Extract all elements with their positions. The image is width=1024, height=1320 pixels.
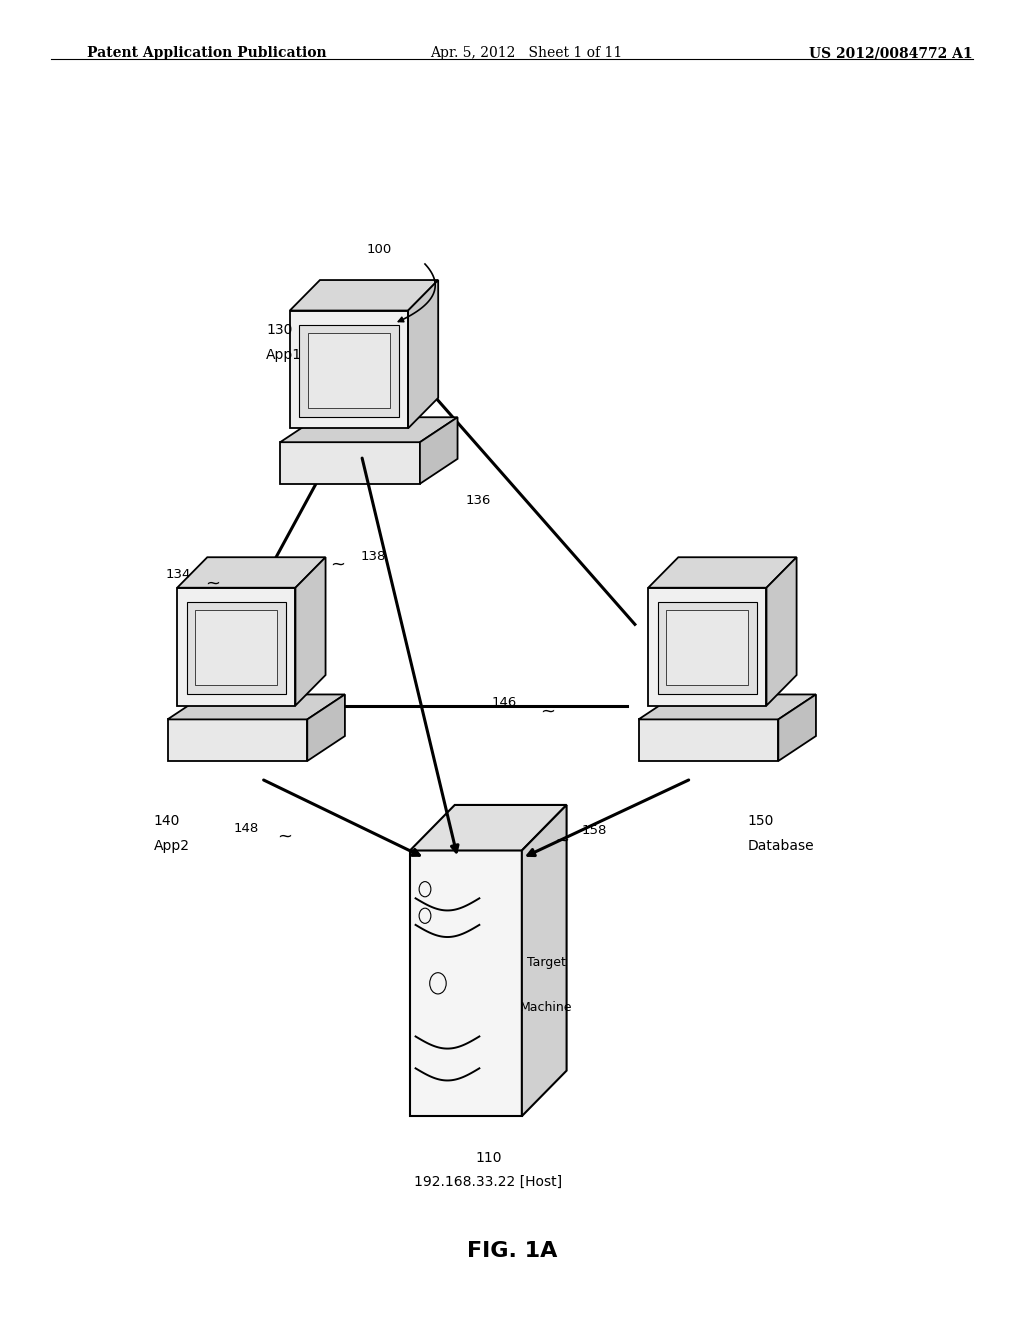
Polygon shape bbox=[639, 719, 778, 760]
Polygon shape bbox=[168, 719, 307, 760]
Text: ~: ~ bbox=[278, 828, 292, 846]
Polygon shape bbox=[307, 694, 345, 760]
Text: Apr. 5, 2012   Sheet 1 of 11: Apr. 5, 2012 Sheet 1 of 11 bbox=[430, 46, 623, 61]
Text: App2: App2 bbox=[154, 840, 189, 853]
Text: US 2012/0084772 A1: US 2012/0084772 A1 bbox=[809, 46, 973, 61]
Text: Database: Database bbox=[748, 840, 814, 853]
Polygon shape bbox=[281, 417, 458, 442]
Text: 158: 158 bbox=[582, 824, 607, 837]
Polygon shape bbox=[409, 280, 438, 428]
Text: 138: 138 bbox=[360, 549, 386, 562]
Polygon shape bbox=[177, 587, 296, 705]
Polygon shape bbox=[296, 557, 326, 705]
Polygon shape bbox=[767, 557, 797, 705]
Text: 150: 150 bbox=[748, 814, 774, 828]
Text: Patent Application Publication: Patent Application Publication bbox=[87, 46, 327, 61]
Polygon shape bbox=[648, 587, 767, 705]
Text: 192.168.33.22 [Host]: 192.168.33.22 [Host] bbox=[415, 1175, 562, 1188]
Text: 134: 134 bbox=[166, 568, 191, 581]
Polygon shape bbox=[308, 333, 390, 408]
Text: FIG. 1A: FIG. 1A bbox=[467, 1241, 557, 1261]
Polygon shape bbox=[177, 557, 326, 587]
Text: Machine: Machine bbox=[520, 1001, 572, 1014]
Polygon shape bbox=[168, 694, 345, 719]
Polygon shape bbox=[410, 805, 566, 850]
Text: ~: ~ bbox=[541, 702, 555, 721]
Text: 146: 146 bbox=[492, 696, 517, 709]
Text: 140: 140 bbox=[154, 814, 180, 828]
Text: 100: 100 bbox=[367, 243, 392, 256]
Polygon shape bbox=[290, 280, 438, 310]
Text: ~: ~ bbox=[554, 832, 568, 850]
Text: App1: App1 bbox=[266, 348, 302, 362]
Text: 110: 110 bbox=[475, 1151, 502, 1164]
Text: 148: 148 bbox=[233, 821, 259, 834]
Polygon shape bbox=[281, 442, 420, 483]
Polygon shape bbox=[196, 610, 278, 685]
Text: 136: 136 bbox=[466, 494, 492, 507]
Polygon shape bbox=[657, 602, 757, 694]
Text: Target: Target bbox=[527, 956, 566, 969]
Polygon shape bbox=[639, 694, 816, 719]
Polygon shape bbox=[648, 557, 797, 587]
Polygon shape bbox=[290, 310, 409, 428]
Polygon shape bbox=[186, 602, 286, 694]
Polygon shape bbox=[522, 805, 566, 1117]
Polygon shape bbox=[420, 417, 458, 483]
Text: ~: ~ bbox=[206, 574, 220, 593]
Polygon shape bbox=[778, 694, 816, 760]
Polygon shape bbox=[410, 850, 522, 1117]
Text: 130: 130 bbox=[266, 323, 293, 337]
Text: ~: ~ bbox=[331, 556, 345, 574]
Polygon shape bbox=[299, 325, 398, 417]
Polygon shape bbox=[667, 610, 749, 685]
